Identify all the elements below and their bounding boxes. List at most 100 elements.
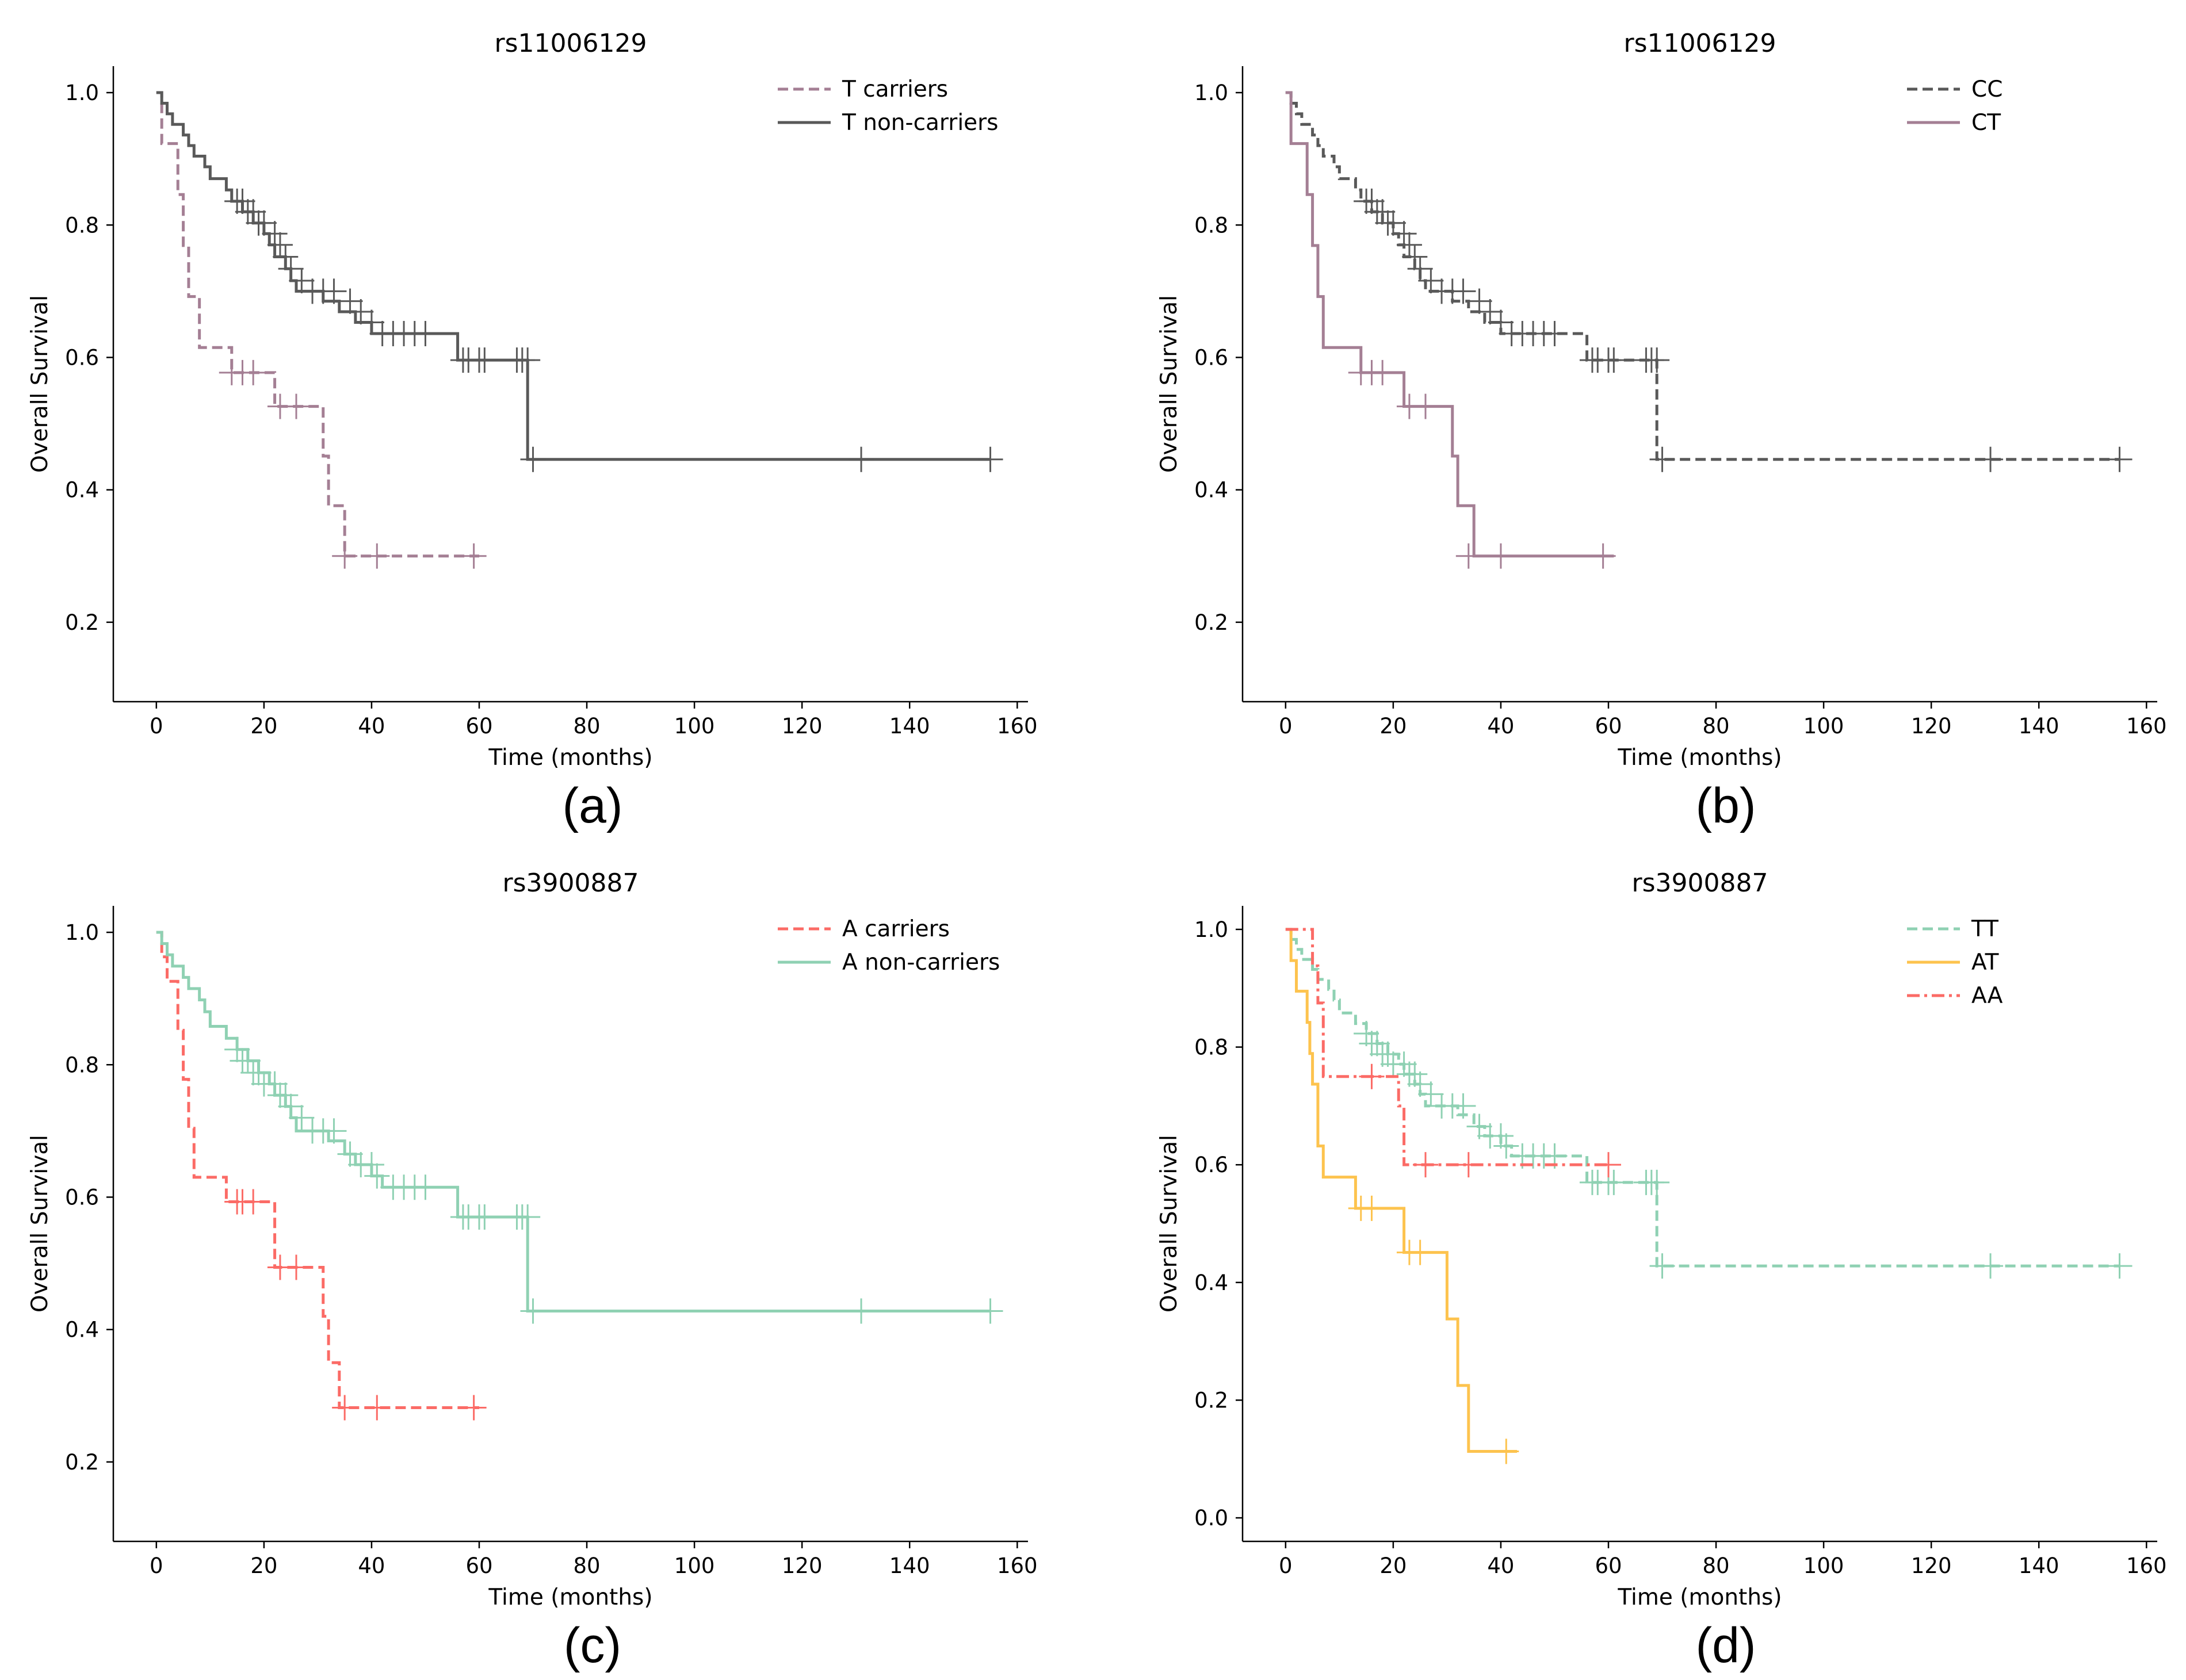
y-tick-label: 0.8	[1194, 213, 1228, 238]
censor-mark	[461, 1395, 487, 1421]
x-tick-label: 60	[1595, 714, 1622, 738]
series-cc	[1285, 91, 2133, 472]
censor-mark	[515, 347, 541, 373]
censor-mark	[235, 1048, 261, 1074]
x-tick-label: 160	[997, 714, 1038, 738]
x-tick-label: 60	[465, 714, 492, 738]
x-tick-label: 40	[1487, 714, 1514, 738]
censor-mark	[224, 1036, 250, 1062]
y-tick-label: 0.6	[65, 1185, 99, 1210]
censor-mark	[1466, 288, 1492, 314]
censor-mark	[2107, 446, 2133, 472]
censor-mark	[849, 446, 874, 472]
censor-mark	[321, 1118, 347, 1144]
x-axis-label: Time (months)	[488, 745, 652, 771]
censor-mark	[1488, 309, 1514, 335]
series-a-non-carriers	[156, 931, 1003, 1324]
survival-curve	[156, 91, 991, 461]
censor-mark	[358, 309, 384, 335]
x-tick-label: 60	[465, 1553, 492, 1578]
x-tick-label: 40	[358, 1553, 385, 1578]
censor-mark	[1450, 1093, 1476, 1119]
censor-mark	[1370, 359, 1396, 385]
censor-mark	[1359, 1063, 1385, 1089]
x-tick-label: 120	[1911, 714, 1952, 738]
censor-mark	[1418, 1081, 1444, 1107]
censor-mark	[1418, 267, 1444, 293]
panel-label: (a)	[562, 778, 622, 833]
survival-curve	[1285, 91, 2120, 461]
censor-mark	[1493, 1133, 1519, 1159]
series-ct	[1285, 91, 1616, 569]
censor-mark	[251, 210, 277, 236]
series-tt	[1285, 928, 2133, 1279]
y-tick-label: 0.4	[65, 1318, 99, 1342]
legend-label: T non-carriers	[842, 110, 999, 136]
y-axis-label: Overall Survival	[27, 1135, 53, 1312]
y-axis-label: Overall Survival	[27, 295, 53, 473]
censor-mark	[1649, 1253, 1675, 1279]
censor-mark	[1402, 1061, 1428, 1087]
x-tick-label: 20	[250, 714, 277, 738]
censor-mark	[1375, 1041, 1401, 1067]
x-axis-label: Time (months)	[1617, 745, 1782, 771]
series-aa	[1285, 928, 1621, 1178]
x-tick-label: 60	[1595, 1553, 1622, 1578]
chart-panel-b: 0 20 40 60 80 100 120 140 160 0.2 0.4 0.6 0.8 1.0 rs11…	[1156, 29, 2167, 833]
censor-mark	[337, 1141, 363, 1167]
y-axis-label: Overall Survival	[1156, 1135, 1182, 1312]
chart-title: rs3900887	[503, 868, 639, 898]
survival-curve	[156, 931, 479, 1409]
x-tick-label: 160	[2126, 1553, 2167, 1578]
censor-mark	[230, 188, 255, 214]
censor-mark	[412, 1174, 438, 1200]
x-tick-label: 20	[1379, 714, 1407, 738]
censor-mark	[273, 1082, 299, 1108]
censor-mark	[1455, 1152, 1481, 1178]
y-tick-label: 0.2	[65, 610, 99, 635]
series-t-non-carriers	[156, 91, 1003, 472]
censor-mark	[1455, 543, 1481, 569]
censor-mark	[1601, 1169, 1627, 1195]
censor-mark	[364, 1163, 390, 1189]
y-tick-label: 0.0	[1194, 1506, 1228, 1530]
censor-mark	[472, 1204, 498, 1230]
x-tick-label: 80	[1703, 714, 1730, 738]
censor-mark	[1364, 1031, 1390, 1057]
censor-mark	[1359, 1195, 1385, 1221]
y-tick-label: 0.8	[65, 213, 99, 238]
panel-label: (c)	[564, 1618, 621, 1673]
x-tick-label: 0	[1279, 1553, 1293, 1578]
y-tick-label: 0.2	[1194, 610, 1228, 635]
y-tick-label: 0.2	[1194, 1388, 1228, 1413]
x-tick-label: 120	[782, 1553, 823, 1578]
x-tick-label: 20	[1379, 1553, 1407, 1578]
censor-mark	[332, 543, 358, 569]
censor-mark	[849, 1298, 874, 1324]
y-tick-label: 1.0	[65, 81, 99, 105]
x-tick-label: 100	[674, 1553, 715, 1578]
censor-mark	[472, 347, 498, 373]
y-tick-label: 1.0	[1194, 917, 1228, 942]
censor-mark	[977, 446, 1003, 472]
censor-mark	[977, 1298, 1003, 1324]
censor-mark	[278, 1093, 304, 1119]
chart-panel-a: 0 20 40 60 80 100 120 140 160 0.2 0.4 0.6 0.8 1.0 rs11…	[27, 29, 1038, 833]
x-tick-label: 40	[358, 714, 385, 738]
censor-mark	[1380, 210, 1406, 236]
censor-mark	[240, 199, 266, 225]
y-tick-label: 0.4	[1194, 478, 1228, 503]
x-tick-label: 100	[1803, 714, 1844, 738]
x-tick-label: 80	[574, 1553, 601, 1578]
censor-mark	[1590, 543, 1616, 569]
y-tick-label: 0.6	[65, 345, 99, 370]
censor-mark	[1644, 347, 1670, 373]
legend-label: CC	[1971, 76, 2002, 102]
x-tick-label: 0	[150, 1553, 163, 1578]
censor-mark	[1391, 221, 1417, 247]
censor-mark	[520, 1298, 546, 1324]
x-tick-label: 140	[2019, 1553, 2059, 1578]
censor-mark	[1596, 1152, 1621, 1178]
x-tick-label: 160	[997, 1553, 1038, 1578]
